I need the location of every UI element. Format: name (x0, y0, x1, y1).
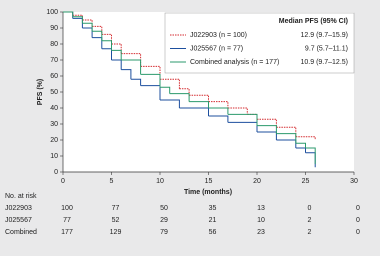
survival-curve (72, 16, 83, 24)
survival-curve (208, 101, 229, 108)
survival-curve (121, 59, 142, 75)
survival-curve (257, 118, 277, 128)
risk-count: 10 (257, 217, 265, 224)
y-tick-label: 60 (50, 73, 58, 80)
y-axis-label: PFS (%) (37, 79, 44, 105)
legend-box (164, 12, 355, 74)
survival-curve (295, 142, 306, 148)
y-tick-label: 10 (50, 153, 58, 160)
survival-curve (92, 30, 103, 41)
risk-count: 29 (160, 217, 168, 224)
risk-count: 0 (356, 205, 360, 212)
y-tick-label: 0 (54, 169, 58, 176)
survival-curve (227, 113, 258, 126)
legend-label: J025567 (n = 77) (190, 45, 243, 52)
risk-count: 52 (112, 217, 120, 224)
survival-curve (160, 78, 180, 89)
legend-label: J022903 (n = 100) (190, 32, 247, 39)
x-tick-label: 15 (205, 178, 213, 185)
risk-count: 56 (209, 229, 217, 236)
legend-label: Combined analysis (n = 177) (190, 59, 279, 66)
risk-row-label: J025567 (5, 217, 32, 224)
y-tick-label: 40 (50, 105, 58, 112)
x-tick-label: 5 (110, 178, 114, 185)
legend-title: Median PFS (95% CI) (279, 18, 348, 25)
risk-count: 77 (112, 205, 120, 212)
x-tick-label: 30 (350, 178, 358, 185)
y-tick-label: 30 (50, 121, 58, 128)
survival-curve (111, 49, 122, 60)
survival-curve (160, 99, 180, 108)
survival-curve (160, 86, 171, 94)
y-tick-label: 80 (50, 41, 58, 48)
risk-count: 23 (257, 229, 265, 236)
survival-curve (189, 101, 209, 108)
risk-count: 0 (308, 205, 312, 212)
risk-count: 79 (160, 229, 168, 236)
risk-count: 77 (63, 217, 71, 224)
survival-curve (121, 69, 132, 80)
x-tick-label: 10 (156, 178, 164, 185)
x-tick-label: 25 (302, 178, 310, 185)
y-tick-label: 50 (50, 89, 58, 96)
survival-curve (227, 107, 248, 115)
risk-row-label: J022903 (5, 205, 32, 212)
survival-curve (208, 115, 229, 123)
risk-count: 100 (61, 205, 73, 212)
x-tick-label: 0 (61, 178, 65, 185)
survival-curve (189, 94, 209, 102)
risk-count: 13 (257, 205, 265, 212)
risk-count: 50 (160, 205, 168, 212)
survival-curve (82, 22, 93, 32)
survival-curve (257, 125, 277, 134)
x-axis-label: Time (months) (184, 189, 232, 196)
survival-curve (101, 40, 112, 51)
risk-count: 0 (356, 229, 360, 236)
risk-title: No. at risk (5, 193, 37, 200)
survival-curve (130, 78, 142, 86)
legend-median: 9.7 (5.7–11.1) (305, 45, 348, 52)
y-tick-label: 100 (46, 9, 58, 16)
survival-curve (276, 133, 297, 144)
y-tick-label: 90 (50, 25, 58, 32)
risk-row-label: Combined (5, 229, 37, 236)
survival-curve (295, 136, 316, 140)
risk-count: 129 (110, 229, 122, 236)
risk-count: 2 (308, 217, 312, 224)
legend-median: 12.9 (9.7–15.9) (301, 32, 348, 39)
risk-count: 21 (209, 217, 217, 224)
survival-curve (140, 73, 161, 88)
survival-curve (305, 147, 316, 164)
risk-count: 2 (308, 229, 312, 236)
risk-count: 0 (356, 217, 360, 224)
survival-curve (63, 11, 74, 17)
survival-curve (169, 93, 190, 102)
survival-curve (208, 107, 229, 115)
survival-curve (179, 88, 190, 96)
risk-count: 177 (61, 229, 73, 236)
legend-median: 10.9 (9.7–12.5) (301, 59, 348, 66)
y-tick-label: 70 (50, 57, 58, 64)
risk-count: 35 (209, 205, 217, 212)
y-tick-label: 20 (50, 137, 58, 144)
x-tick-label: 20 (253, 178, 261, 185)
